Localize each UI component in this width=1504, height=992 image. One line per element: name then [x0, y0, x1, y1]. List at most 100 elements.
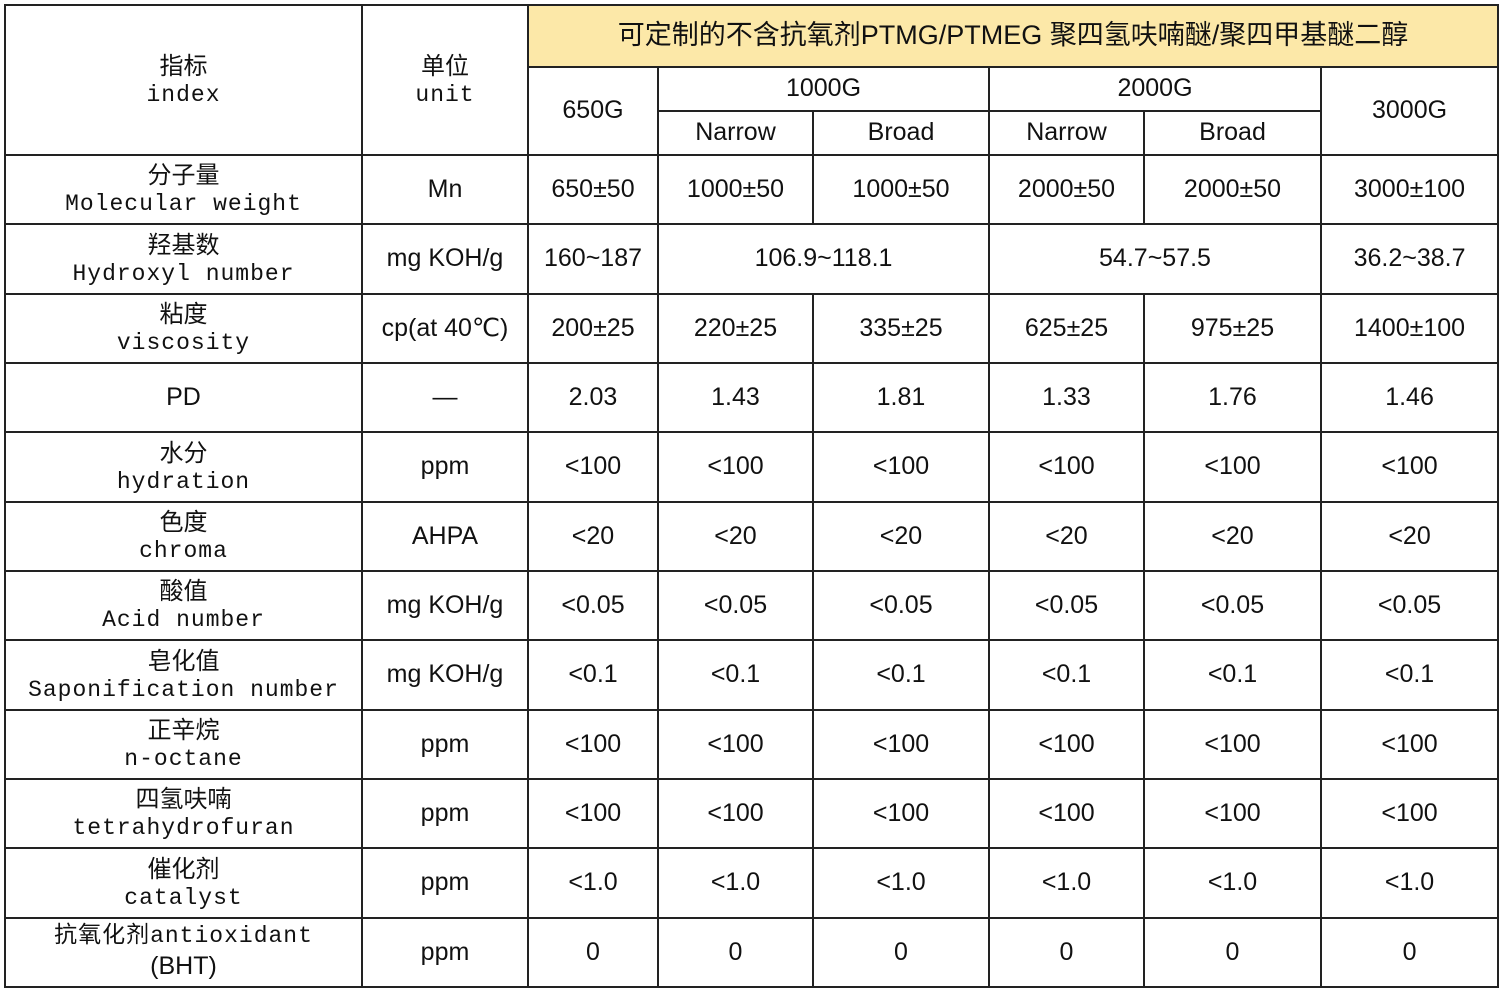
cell-text: 0	[894, 937, 908, 966]
cell-text: 1.46	[1385, 383, 1434, 412]
value-cell: <0.05	[1143, 569, 1322, 642]
value-cell: <0.1	[1143, 639, 1322, 711]
grade-header: 3000G	[1319, 66, 1500, 156]
value-cell: 106.9~118.1	[657, 223, 990, 295]
value-cell: <1.0	[812, 847, 990, 919]
cell-text: 单位	[421, 51, 469, 80]
value-cell: <100	[988, 431, 1145, 503]
cell-text: <100	[872, 798, 930, 827]
cell-text: 水分	[159, 438, 208, 467]
value-cell: <100	[527, 777, 659, 850]
table-row: 羟基数 Hydroxyl number mg KOH/g 160~187 106.9~1…	[4, 223, 1500, 295]
row-label: 分子量 Molecular weight	[4, 153, 363, 226]
cell-text: Hydroxyl number	[72, 260, 295, 287]
value-cell: <100	[1143, 431, 1322, 503]
cell-text: <1.0	[1041, 868, 1092, 897]
cell-text: <100	[564, 798, 622, 827]
cell-text: (BHT)	[150, 952, 217, 981]
value-cell: 1.46	[1319, 361, 1500, 434]
cell-text: 2000±50	[1017, 175, 1116, 204]
value-cell: 1000±50	[657, 153, 814, 226]
cell-text: —	[432, 383, 458, 412]
cell-text: <100	[564, 729, 622, 758]
cell-text: 2000G	[1117, 74, 1193, 103]
unit-cell: mg KOH/g	[361, 639, 529, 711]
cell-text: <20	[1211, 521, 1254, 550]
value-cell: 160~187	[527, 223, 659, 295]
cell-text: index	[146, 81, 221, 108]
value-cell: 36.2~38.7	[1319, 223, 1500, 295]
cell-text: 650±50	[551, 175, 635, 204]
cell-text: 1.33	[1042, 383, 1091, 412]
row-label: 色度 chroma	[4, 500, 363, 572]
cell-text: 106.9~118.1	[754, 244, 893, 273]
cell-text: <100	[1204, 798, 1261, 827]
value-cell: <0.05	[527, 569, 659, 642]
table-row: 皂化值 Saponification number mg KOH/g <0.1 <0.1…	[4, 639, 1500, 711]
cell-text: viscosity	[116, 329, 251, 356]
cell-text: hydration	[116, 468, 251, 495]
grade-header: 650G	[527, 66, 659, 156]
cell-text: 54.7~57.5	[1099, 244, 1211, 273]
value-cell: <100	[657, 431, 814, 503]
value-cell: <100	[657, 708, 814, 780]
table-row: 正辛烷 n-octane ppm <100 <100 <100 <100 <100 <100	[4, 708, 1500, 780]
cell-text: <1.0	[568, 868, 618, 897]
cell-text: <0.1	[710, 660, 761, 689]
unit-cell: ppm	[361, 777, 529, 850]
row-label: PD	[4, 361, 363, 434]
cell-text: 色度	[159, 507, 208, 536]
value-cell: <1.0	[1319, 847, 1500, 919]
cell-text: unit	[415, 81, 475, 108]
cell-text: PD	[166, 383, 201, 412]
table-row: 四氢呋喃 tetrahydrofuran ppm <100 <100 <100 <100 <1…	[4, 777, 1500, 850]
cell-text: mg KOH/g	[386, 244, 504, 273]
value-cell: 0	[1319, 916, 1500, 988]
table-row: 指标 index 单位 unit 可定制的不含抗氧剂PTMG/PTMEG 聚四氢呋喃醚/…	[4, 4, 1500, 156]
value-cell: <0.1	[657, 639, 814, 711]
cell-text: <100	[1381, 729, 1438, 758]
cell-text: 2.03	[568, 383, 618, 412]
cell-text: ppm	[420, 452, 470, 481]
unit-cell: AHPA	[361, 500, 529, 572]
value-cell: <20	[988, 500, 1145, 572]
cell-text: Molecular weight	[65, 191, 302, 218]
cell-text: mg KOH/g	[386, 660, 504, 689]
cell-text: 220±25	[693, 313, 778, 342]
cell-text: 200±25	[551, 313, 635, 342]
cell-text: <100	[707, 798, 764, 827]
cell-text: 0	[1059, 937, 1074, 966]
cell-text: catalyst	[124, 884, 243, 911]
cell-text: <100	[872, 729, 930, 758]
cell-text: 1.76	[1208, 383, 1257, 412]
cell-text: <0.1	[1384, 660, 1435, 689]
value-cell: 3000±100	[1319, 153, 1500, 226]
cell-text: ppm	[420, 868, 470, 897]
cell-text: <100	[707, 452, 764, 481]
value-cell: 0	[1143, 916, 1322, 988]
cell-text: Narrow	[695, 118, 776, 147]
unit-header: 单位 unit	[361, 4, 529, 156]
table-row: PD — 2.03 1.43 1.81 1.33 1.76 1.46	[4, 361, 1500, 434]
row-label: 四氢呋喃 tetrahydrofuran	[4, 777, 363, 850]
cell-text: <0.05	[703, 591, 768, 619]
table-row: 650G 1000G 2000G 3000G	[5, 66, 1500, 156]
cell-text: <20	[571, 521, 615, 550]
value-cell: <100	[812, 708, 990, 780]
value-cell: <1.0	[527, 847, 659, 919]
value-cell: 625±25	[988, 292, 1145, 364]
cell-text: Broad	[1199, 118, 1266, 147]
cell-text: <0.05	[561, 591, 625, 619]
row-label: 酸值 Acid number	[4, 569, 363, 642]
row-label: 羟基数 Hydroxyl number	[4, 223, 363, 295]
value-cell: <100	[1319, 431, 1500, 503]
cell-text: Acid number	[102, 607, 265, 634]
value-cell: 1.76	[1143, 361, 1322, 434]
cell-text: <0.1	[1041, 660, 1092, 689]
value-cell: <20	[1319, 500, 1500, 572]
unit-cell: Mn	[361, 153, 529, 226]
index-header: 指标 index	[4, 4, 363, 156]
unit-cell: mg KOH/g	[361, 223, 529, 295]
cell-text: ppm	[420, 798, 470, 827]
value-cell: <20	[657, 500, 814, 572]
